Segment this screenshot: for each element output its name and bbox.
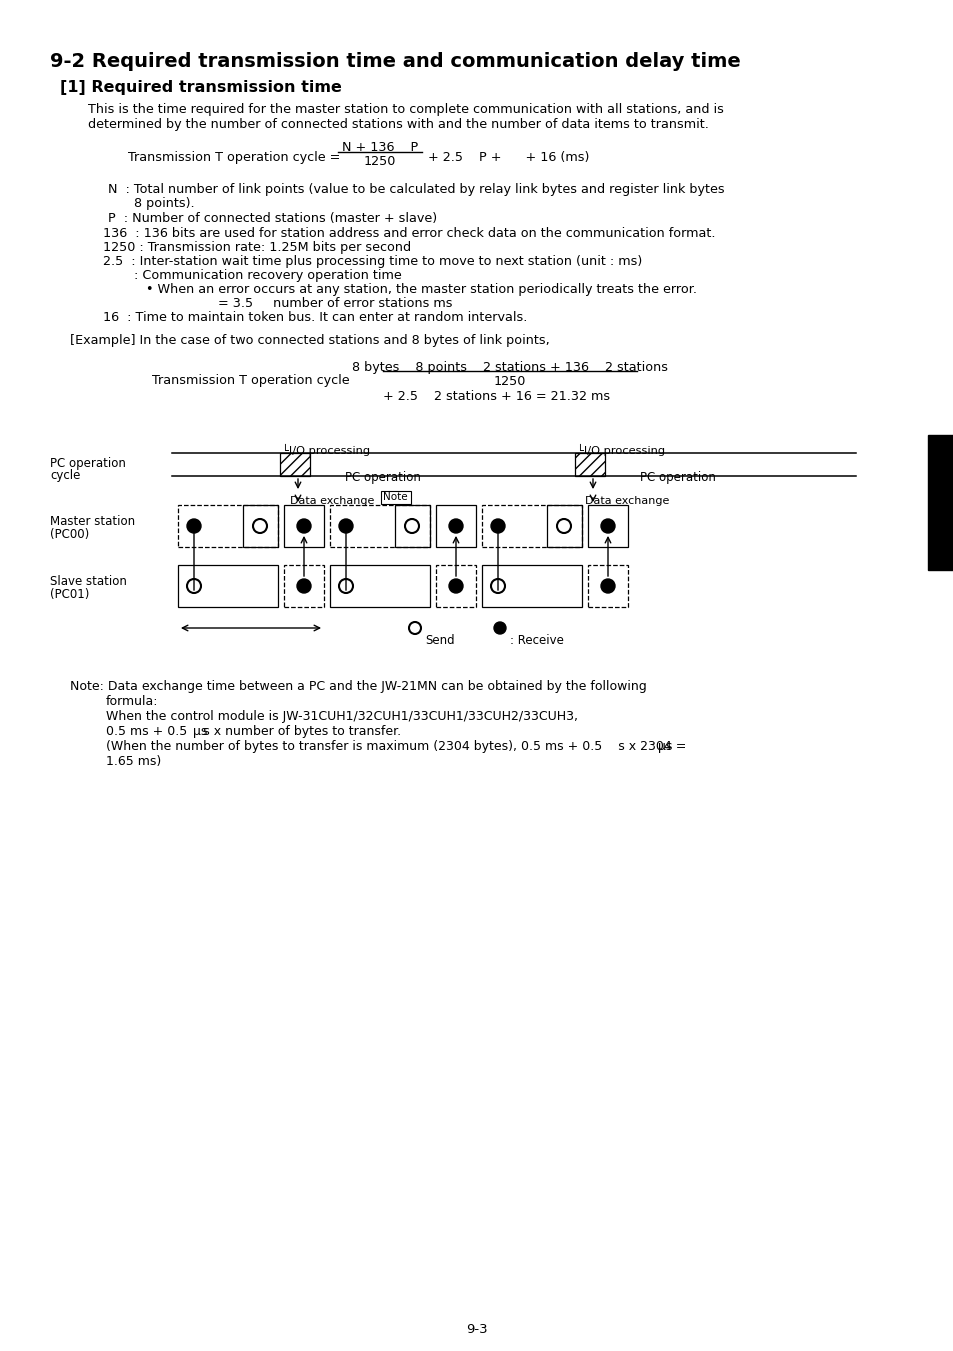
Bar — [546, 505, 581, 547]
Bar — [436, 505, 476, 547]
Bar — [481, 565, 581, 607]
Text: cycle: cycle — [50, 469, 80, 482]
Bar — [284, 505, 324, 547]
Text: 16  : Time to maintain token bus. It can enter at random intervals.: 16 : Time to maintain token bus. It can … — [103, 311, 527, 324]
Text: PC operation: PC operation — [50, 457, 126, 470]
Circle shape — [494, 621, 505, 634]
Text: • When an error occurs at any station, the master station periodically treats th: • When an error occurs at any station, t… — [146, 282, 697, 296]
Text: 1.65 ms): 1.65 ms) — [106, 755, 161, 767]
Text: 9-3: 9-3 — [466, 1323, 487, 1336]
Text: 1250 : Transmission rate: 1.25M bits per second: 1250 : Transmission rate: 1.25M bits per… — [103, 240, 411, 254]
Text: 2.5  : Inter-station wait time plus processing time to move to next station (uni: 2.5 : Inter-station wait time plus proce… — [103, 255, 641, 267]
Text: μs: μs — [193, 725, 207, 738]
Text: 1250: 1250 — [363, 155, 395, 168]
Text: 1250: 1250 — [494, 376, 526, 388]
Circle shape — [449, 519, 462, 534]
Bar — [481, 505, 581, 547]
Text: Transmission T operation cycle: Transmission T operation cycle — [152, 374, 349, 386]
Text: Note: Data exchange time between a PC and the JW-21MN can be obtained by the fol: Note: Data exchange time between a PC an… — [70, 680, 646, 693]
Text: [1] Required transmission time: [1] Required transmission time — [60, 80, 341, 95]
Text: Transmission T operation cycle =: Transmission T operation cycle = — [128, 151, 340, 163]
Text: Note: Note — [382, 492, 407, 503]
Text: = 3.5     number of error stations ms: = 3.5 number of error stations ms — [218, 297, 452, 309]
Bar — [178, 505, 277, 547]
Circle shape — [600, 580, 615, 593]
Bar — [330, 505, 430, 547]
Bar — [436, 565, 476, 607]
Text: PC operation: PC operation — [639, 471, 715, 484]
Bar — [178, 565, 277, 607]
Bar — [280, 453, 310, 476]
Circle shape — [600, 519, 615, 534]
Text: μs: μs — [658, 740, 672, 753]
Text: determined by the number of connected stations with and the number of data items: determined by the number of connected st… — [88, 118, 708, 131]
Text: 136  : 136 bits are used for station address and error check data on the communi: 136 : 136 bits are used for station addr… — [103, 227, 715, 240]
Text: When the control module is JW-31CUH1/32CUH1/33CUH1/33CUH2/33CUH3,: When the control module is JW-31CUH1/32C… — [106, 711, 578, 723]
Text: (PC01): (PC01) — [50, 588, 90, 601]
Text: └I/O processing: └I/O processing — [282, 444, 370, 457]
Text: (When the number of bytes to transfer is maximum (2304 bytes), 0.5 ms + 0.5    s: (When the number of bytes to transfer is… — [106, 740, 685, 753]
Text: Data exchange: Data exchange — [584, 496, 669, 507]
Text: 9-2 Required transmission time and communication delay time: 9-2 Required transmission time and commu… — [50, 51, 740, 72]
Text: PC operation: PC operation — [345, 471, 420, 484]
Text: 0.5 ms + 0.5    s x number of bytes to transfer.: 0.5 ms + 0.5 s x number of bytes to tran… — [106, 725, 400, 738]
Circle shape — [187, 519, 201, 534]
Circle shape — [338, 519, 353, 534]
Text: Data exchange: Data exchange — [290, 496, 374, 507]
Bar — [284, 565, 324, 607]
Bar — [927, 435, 953, 570]
Text: formula:: formula: — [106, 694, 158, 708]
Text: Master station: Master station — [50, 515, 135, 528]
Bar — [587, 565, 627, 607]
Text: This is the time required for the master station to complete communication with : This is the time required for the master… — [88, 103, 723, 116]
Text: N  : Total number of link points (value to be calculated by relay link bytes and: N : Total number of link points (value t… — [108, 182, 724, 196]
Text: P  : Number of connected stations (master + slave): P : Number of connected stations (master… — [108, 212, 436, 226]
Circle shape — [296, 580, 311, 593]
Circle shape — [491, 519, 504, 534]
Text: (PC00): (PC00) — [50, 528, 90, 540]
Text: : Receive: : Receive — [510, 634, 563, 647]
Text: + 2.5    P +      + 16 (ms): + 2.5 P + + 16 (ms) — [428, 151, 589, 163]
Bar — [243, 505, 277, 547]
Text: N + 136    P: N + 136 P — [341, 141, 417, 154]
Circle shape — [296, 519, 311, 534]
Text: 8 bytes    8 points    2 stations + 136    2 stations: 8 bytes 8 points 2 stations + 136 2 stat… — [352, 361, 667, 374]
Bar — [380, 490, 411, 504]
Bar — [587, 505, 627, 547]
Bar — [575, 453, 604, 476]
Text: └I/O processing: └I/O processing — [577, 444, 664, 457]
Circle shape — [449, 580, 462, 593]
Text: 8 points).: 8 points). — [133, 197, 194, 209]
Bar — [395, 505, 430, 547]
Text: [Example] In the case of two connected stations and 8 bytes of link points,: [Example] In the case of two connected s… — [70, 334, 549, 347]
Text: Slave station: Slave station — [50, 576, 127, 588]
Text: Send: Send — [424, 634, 455, 647]
Text: + 2.5    2 stations + 16 = 21.32 ms: + 2.5 2 stations + 16 = 21.32 ms — [382, 390, 610, 403]
Text: : Communication recovery operation time: : Communication recovery operation time — [133, 269, 401, 282]
Bar — [330, 565, 430, 607]
